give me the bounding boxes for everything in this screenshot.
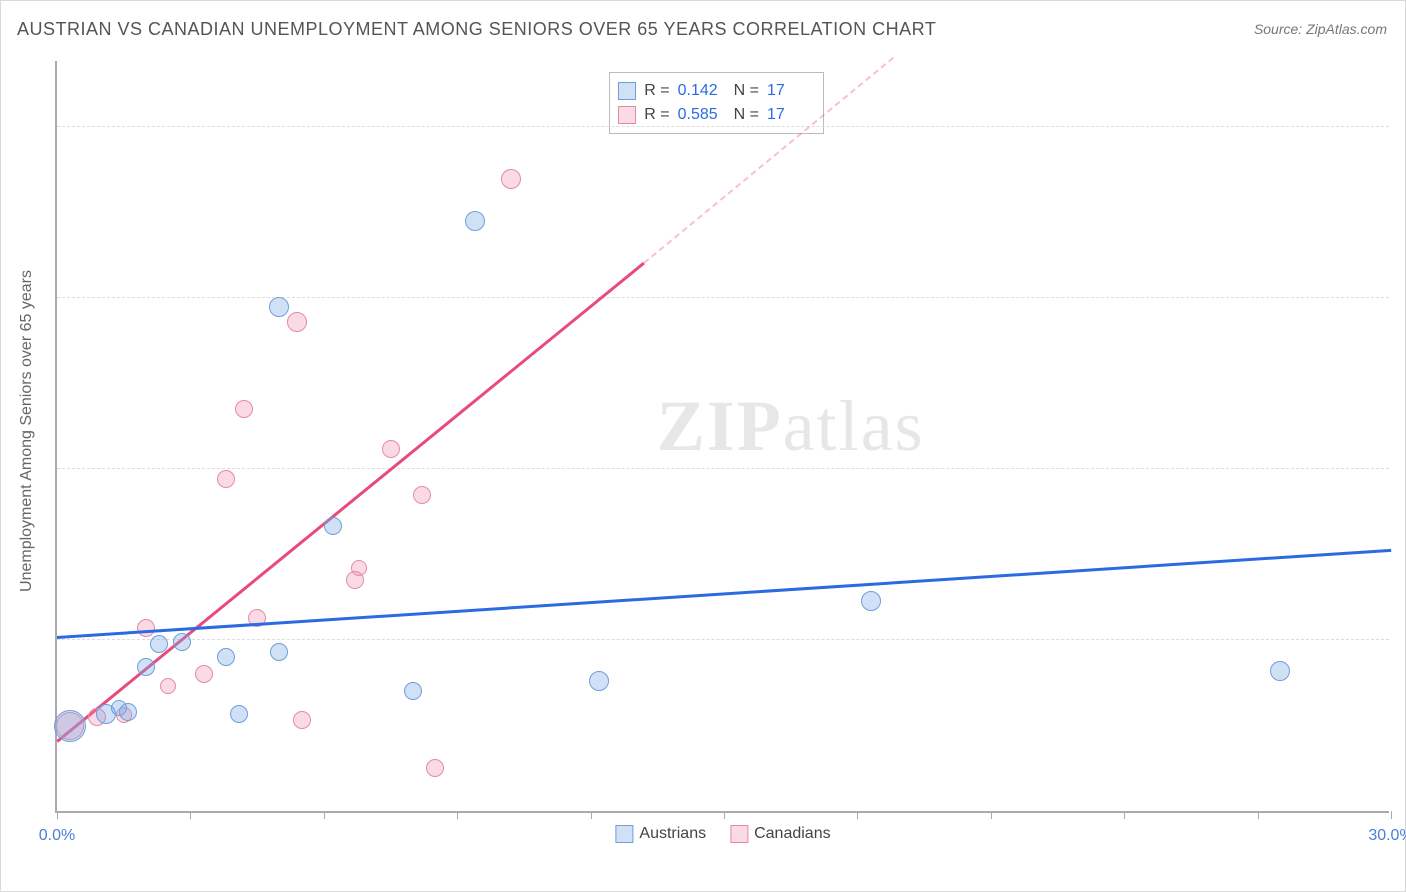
y-tick-label: 30.0% <box>1397 289 1406 307</box>
x-tick <box>324 811 325 819</box>
legend-stats-box: R = 0.142 N = 17 R = 0.585 N = 17 <box>609 72 824 134</box>
scatter-point-austrians <box>324 517 342 535</box>
chart-container: AUSTRIAN VS CANADIAN UNEMPLOYMENT AMONG … <box>0 0 1406 892</box>
watermark-rest: atlas <box>783 386 925 466</box>
x-tick <box>1258 811 1259 819</box>
legend-r-label: R = <box>644 103 669 127</box>
scatter-point-canadians <box>382 440 400 458</box>
scatter-point-austrians <box>465 211 485 231</box>
x-tick <box>724 811 725 819</box>
y-tick-label: 20.0% <box>1397 460 1406 478</box>
scatter-point-canadians <box>293 711 311 729</box>
x-tick-label: 0.0% <box>39 827 75 845</box>
gridline <box>57 468 1389 469</box>
legend-item: Canadians <box>730 825 831 843</box>
x-tick-label: 30.0% <box>1368 827 1406 845</box>
source-attribution: Source: ZipAtlas.com <box>1254 21 1387 37</box>
scatter-point-austrians <box>54 710 86 742</box>
scatter-point-austrians <box>269 297 289 317</box>
legend-n-label: N = <box>734 103 759 127</box>
x-tick <box>1124 811 1125 819</box>
scatter-point-canadians <box>426 759 444 777</box>
scatter-point-austrians <box>137 658 155 676</box>
legend-r-label: R = <box>644 79 669 103</box>
y-axis-label: Unemployment Among Seniors over 65 years <box>18 270 36 592</box>
legend-swatch <box>730 825 748 843</box>
gridline <box>57 126 1389 127</box>
x-tick <box>1391 811 1392 819</box>
legend-label: Canadians <box>754 825 831 843</box>
x-tick <box>457 811 458 819</box>
scatter-point-canadians <box>217 470 235 488</box>
scatter-point-canadians <box>501 169 521 189</box>
scatter-point-austrians <box>861 591 881 611</box>
legend-r-value: 0.585 <box>678 103 726 127</box>
legend-stats-row: R = 0.585 N = 17 <box>618 103 815 127</box>
x-tick <box>591 811 592 819</box>
legend-n-value: 17 <box>767 79 815 103</box>
x-tick <box>991 811 992 819</box>
legend-swatch <box>618 82 636 100</box>
scatter-point-canadians <box>351 560 367 576</box>
legend-item: Austrians <box>615 825 706 843</box>
legend-label: Austrians <box>639 825 706 843</box>
scatter-point-canadians <box>137 619 155 637</box>
legend-stats-row: R = 0.142 N = 17 <box>618 79 815 103</box>
plot-area: ZIPatlas R =0.142N =17R =0.585N =17 Aust… <box>55 61 1389 813</box>
watermark: ZIPatlas <box>657 385 925 468</box>
legend-swatch <box>615 825 633 843</box>
chart-title: AUSTRIAN VS CANADIAN UNEMPLOYMENT AMONG … <box>17 19 936 40</box>
legend-n-label: N = <box>734 79 759 103</box>
scatter-point-austrians <box>217 648 235 666</box>
scatter-point-austrians <box>150 635 168 653</box>
x-tick <box>857 811 858 819</box>
trend-line-austrians <box>57 549 1391 639</box>
scatter-point-austrians <box>111 700 127 716</box>
scatter-point-canadians <box>413 486 431 504</box>
scatter-point-austrians <box>270 643 288 661</box>
legend-bottom: Austrians Canadians <box>615 825 830 843</box>
scatter-point-canadians <box>160 678 176 694</box>
y-tick-label: 40.0% <box>1397 118 1406 136</box>
x-tick <box>57 811 58 819</box>
scatter-point-austrians <box>404 682 422 700</box>
scatter-point-austrians <box>589 671 609 691</box>
scatter-point-austrians <box>173 633 191 651</box>
scatter-point-austrians <box>1270 661 1290 681</box>
gridline <box>57 297 1389 298</box>
y-tick-label: 10.0% <box>1397 631 1406 649</box>
scatter-point-canadians <box>195 665 213 683</box>
gridline <box>57 639 1389 640</box>
legend-swatch <box>618 106 636 124</box>
scatter-point-austrians <box>230 705 248 723</box>
legend-r-value: 0.142 <box>678 79 726 103</box>
x-tick <box>190 811 191 819</box>
scatter-point-canadians <box>287 312 307 332</box>
watermark-bold: ZIP <box>657 386 783 466</box>
legend-n-value: 17 <box>767 103 815 127</box>
scatter-point-canadians <box>235 400 253 418</box>
